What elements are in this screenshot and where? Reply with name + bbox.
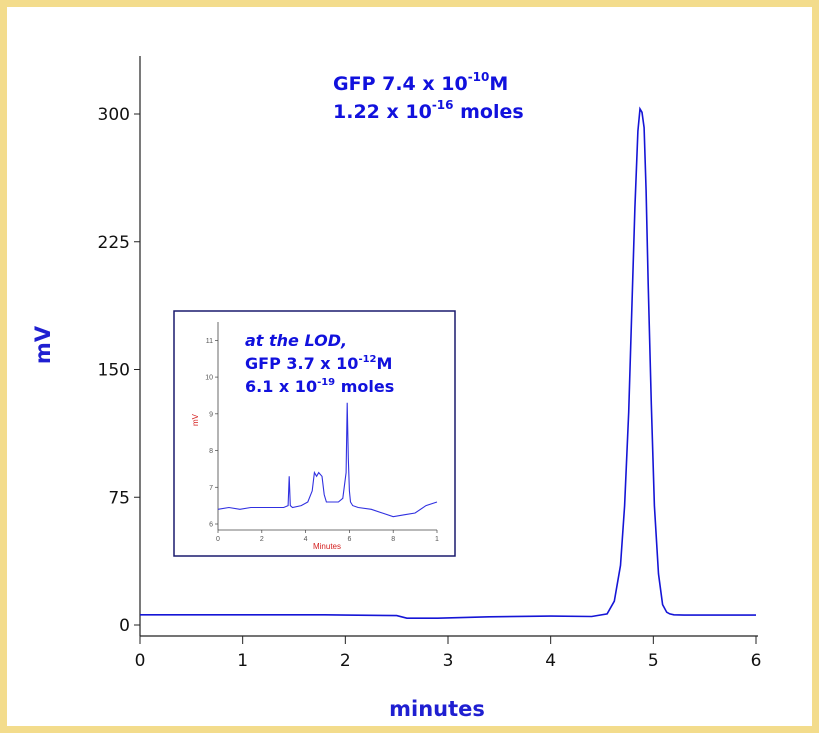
x-tick-label: 5 [648, 651, 659, 671]
inset-y-tick-label: 7 [209, 485, 213, 492]
y-axis-title: mV [31, 325, 55, 364]
inset-ticks: 0 2 4 6 8 1 6 7 8 9 10 11 [205, 338, 439, 543]
inset-annotation-line2: GFP 3.7 x 10-12M [245, 354, 392, 373]
inset-chart: 0 2 4 6 8 1 6 7 8 9 10 11 Minutes mV at the LOD, GF… [173, 310, 456, 557]
inset-series-line [217, 402, 438, 518]
inset-y-tick-label: 6 [209, 522, 213, 529]
x-tick-label: 2 [340, 651, 351, 671]
y-tick-label: 300 [98, 105, 130, 125]
inset-x-tick-label: 4 [304, 536, 308, 543]
y-tick-label: 225 [98, 233, 130, 253]
inset-y-tick-label: 9 [209, 411, 213, 418]
inset-y-tick-label: 10 [205, 375, 213, 382]
inset-x-axis-title: Minutes [313, 542, 341, 551]
inset-x-tick-label: 0 [216, 536, 220, 543]
x-tick-label: 6 [751, 651, 762, 671]
inset-border [173, 310, 456, 557]
x-tick-label: 1 [237, 651, 248, 671]
x-tick-label: 3 [443, 651, 454, 671]
inset-y-axis-title: mV [191, 413, 200, 426]
x-axis-title: minutes [389, 697, 485, 721]
y-tick-label: 150 [98, 361, 130, 381]
main-annotation-line2: 1.22 x 10-16 moles [333, 98, 524, 123]
main-annotation-line1: GFP 7.4 x 10-10M [333, 70, 508, 95]
y-tick-label: 75 [108, 488, 130, 508]
inset-axes [217, 322, 437, 531]
inset-x-tick-label: 1 [435, 536, 439, 543]
x-tick-label: 4 [545, 651, 556, 671]
inset-y-tick-label: 11 [206, 338, 213, 345]
inset-annotation-line1: at the LOD, [245, 331, 347, 350]
inset-x-tick-label: 6 [347, 536, 351, 543]
x-tick-label: 0 [135, 651, 146, 671]
inset-annotation-line3: 6.1 x 10-19 moles [245, 377, 394, 396]
main-series-line [140, 106, 756, 619]
inset-x-tick-label: 8 [391, 536, 395, 543]
inset-x-tick-label: 2 [260, 536, 264, 543]
y-tick-label: 0 [119, 616, 130, 636]
inset-y-tick-label: 8 [209, 448, 213, 455]
